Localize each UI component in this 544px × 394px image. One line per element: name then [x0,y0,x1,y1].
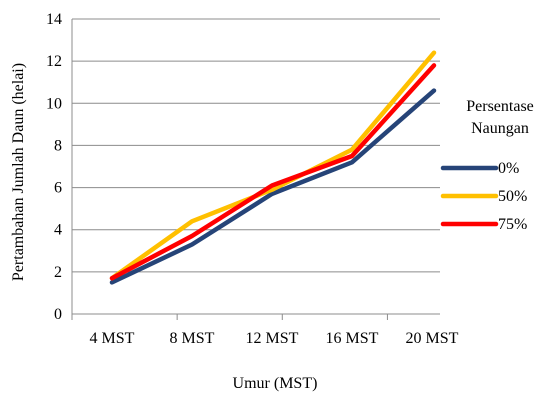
y-tick-label: 0 [54,306,62,323]
y-tick-label: 8 [54,137,62,154]
legend-title-line-2: Naungan [471,120,529,137]
x-tick-label: 8 MST [170,330,215,347]
y-tick-label: 14 [46,11,62,28]
legend-label: 0% [498,160,519,177]
legend: Persentase Naungan 0% 50% 75% [440,98,534,233]
axes [71,19,440,320]
legend-title-line-1: Persentase [466,98,534,115]
y-tick-label: 12 [46,53,62,70]
x-tick-labels: 4 MST 8 MST 12 MST 16 MST 20 MST [90,330,459,347]
x-tick-label: 16 MST [326,330,379,347]
x-tick-label: 4 MST [90,330,135,347]
legend-label: 50% [498,188,527,205]
gridlines [72,18,440,273]
legend-items: 0% 50% 75% [440,160,527,233]
series-lines [109,50,437,285]
y-tick-label: 4 [54,222,62,239]
legend-label: 75% [498,216,527,233]
series-line-2 [109,63,437,281]
y-tick-labels: 0 2 4 6 8 10 12 14 [46,11,62,323]
y-tick-label: 2 [54,264,62,281]
y-tick-label: 10 [46,95,62,112]
series-line-0 [109,88,437,285]
x-tick-label: 20 MST [406,330,459,347]
series-line-1 [109,50,437,281]
y-axis-title: Pertambahan Jumlah Daun (helai) [10,63,27,281]
x-tick-label: 12 MST [246,330,299,347]
x-axis-title: Umur (MST) [233,375,318,392]
y-tick-label: 6 [54,180,62,197]
